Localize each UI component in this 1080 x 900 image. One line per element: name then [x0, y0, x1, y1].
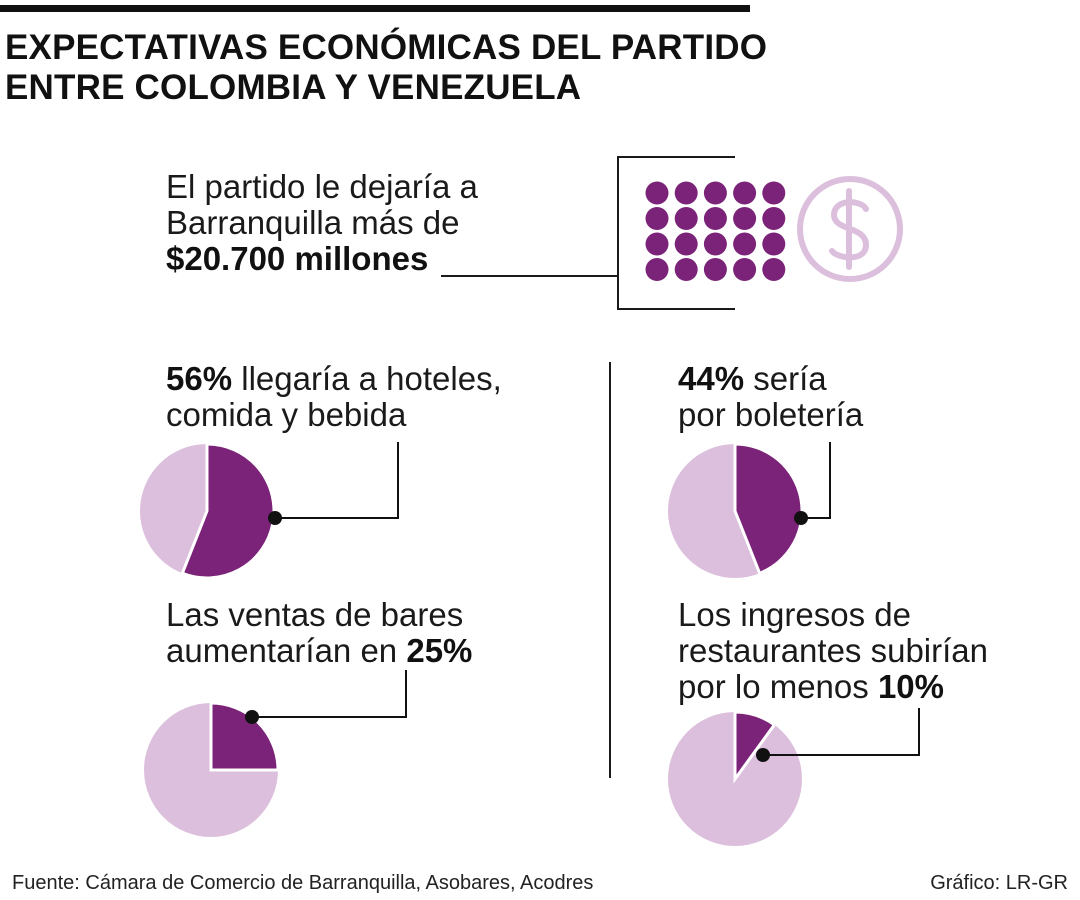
pie-2-highlight-slice [733, 442, 804, 576]
pie-4-label: Los ingresos de restaurantes subirían po… [678, 597, 988, 705]
pie-3-value: 25% [406, 632, 473, 669]
pie-4-leader-line [763, 708, 920, 756]
coin-dot [762, 232, 786, 256]
coin-dot [733, 232, 757, 256]
pie-3-label: Las ventas de bares aumentarían en 25% [166, 597, 472, 669]
dollar-circle-icon [797, 176, 903, 282]
pie-3-text-1: Las ventas de bares [166, 596, 464, 633]
coin-dot [674, 207, 698, 230]
pie-4-text-3: por lo menos [678, 668, 869, 705]
top-rule [0, 5, 750, 12]
coin-dot [703, 207, 727, 230]
chart-title: EXPECTATIVAS ECONÓMICAS DEL PARTIDO ENTR… [5, 28, 767, 108]
pie-4-leader-dot [756, 748, 770, 762]
coin-dot [645, 181, 669, 205]
pie-4-text-2: restaurantes subirían [678, 632, 989, 669]
pie-4-text-1: Los ingresos de [678, 596, 911, 633]
coin-dot [733, 181, 757, 205]
coin-grid-icon [645, 181, 786, 281]
pie-2-label: 44% sería por boletería [678, 361, 863, 433]
coin-dot [674, 258, 698, 281]
pie-4 [668, 708, 920, 846]
pie-1-leader-line [275, 442, 399, 519]
coin-dot [674, 181, 698, 205]
coin-dot [762, 207, 786, 230]
coin-dot [733, 258, 757, 281]
pie-3-leader-line [252, 670, 407, 718]
coin-dot [703, 181, 727, 205]
pie-1 [140, 442, 399, 580]
headline-bracket [441, 156, 735, 310]
pie-1-text-1: llegaría a hoteles, [241, 360, 502, 397]
pie-2-text-2: por boletería [678, 396, 864, 433]
coin-dot [733, 207, 757, 230]
pie-3 [144, 670, 407, 837]
title-line-1: EXPECTATIVAS ECONÓMICAS DEL PARTIDO [5, 28, 768, 67]
coin-dot [674, 232, 698, 256]
pie-1-value: 56% [166, 360, 233, 397]
pie-2-text-1: sería [753, 360, 827, 397]
pie-4-value: 10% [877, 668, 944, 705]
pie-3-highlight-slice [209, 701, 280, 772]
pie-4-highlight-slice [733, 710, 777, 784]
headline-line-1: El partido le dejaría a [166, 168, 478, 205]
headline-line-2: Barranquilla más de [166, 204, 460, 241]
headline-amount: $20.700 millones [166, 240, 429, 277]
coin-dot [703, 232, 727, 256]
headline: El partido le dejaría a Barranquilla más… [166, 169, 478, 277]
pie-2-value: 44% [678, 360, 745, 397]
coin-dot [645, 207, 669, 230]
credit-note: Gráfico: LR-GR [930, 872, 1068, 894]
coin-dot [645, 258, 669, 281]
coin-dot [703, 258, 727, 281]
coin-dot [762, 258, 786, 281]
pie-1-label: 56% llegaría a hoteles, comida y bebida [166, 361, 502, 433]
pie-2-leader-dot [794, 511, 808, 525]
source-note: Fuente: Cámara de Comercio de Barranquil… [12, 872, 594, 894]
pie-1-leader-dot [268, 511, 282, 525]
pie-1-text-2: comida y bebida [166, 396, 407, 433]
title-line-2: ENTRE COLOMBIA Y VENEZUELA [5, 68, 582, 107]
pie-2 [668, 442, 831, 578]
pie-2-leader-line [801, 442, 831, 519]
pie-3-leader-dot [245, 710, 259, 724]
coin-dot [645, 232, 669, 256]
coin-dot [762, 181, 786, 205]
pie-3-text-2: aumentarían en [166, 632, 398, 669]
